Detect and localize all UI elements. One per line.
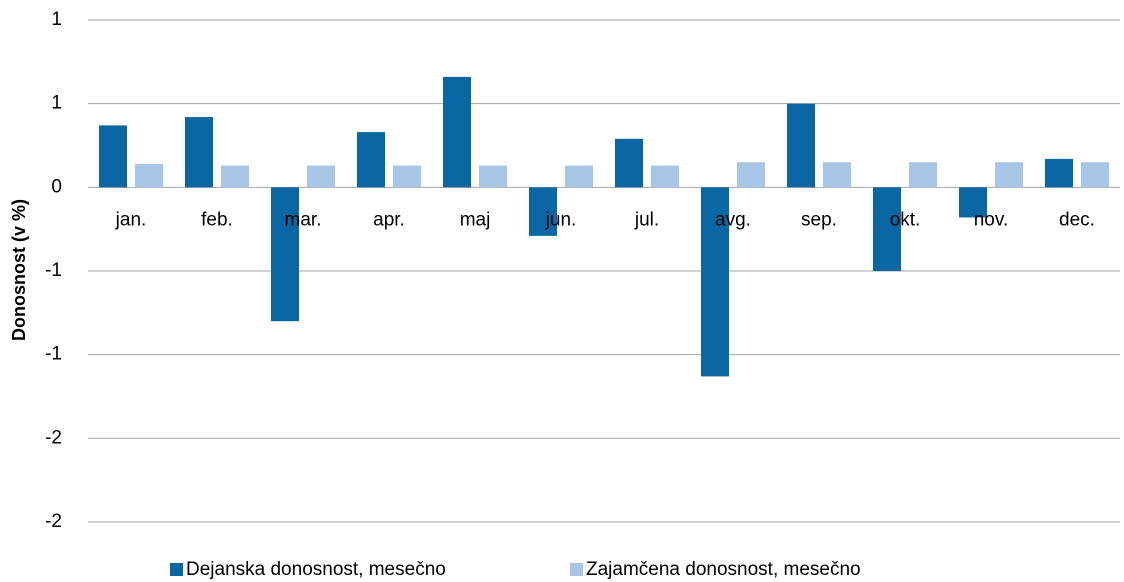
bar [221, 165, 249, 188]
y-axis-label: Donosnost (v %) [9, 199, 29, 341]
x-tick-label: jan. [115, 209, 147, 230]
y-tick-label: -2 [45, 511, 62, 532]
bar [787, 103, 815, 188]
bar [1081, 162, 1109, 188]
bar [185, 117, 213, 188]
x-tick-label: okt. [890, 209, 921, 230]
x-tick-label: nov. [974, 209, 1009, 230]
bar [529, 187, 557, 236]
legend-swatch [170, 563, 183, 576]
y-tick-label: -1 [45, 260, 62, 281]
x-tick-label: dec. [1059, 209, 1095, 230]
x-tick-label: maj [460, 209, 491, 230]
bar [823, 162, 851, 188]
bar [307, 165, 335, 188]
bar [135, 163, 163, 188]
x-tick-label: jun. [545, 209, 577, 230]
bar [615, 138, 643, 188]
legend-swatch [570, 563, 583, 576]
bar [873, 187, 901, 271]
bar [357, 132, 385, 188]
legend-label: Zajamčena donosnost, mesečno [586, 559, 861, 580]
bar [737, 162, 765, 188]
bar [99, 125, 127, 188]
bar [443, 76, 471, 188]
y-tick-label: -1 [45, 344, 62, 365]
x-tick-label: mar. [285, 209, 322, 230]
x-tick-label: jul. [634, 209, 659, 230]
bar [565, 165, 593, 188]
x-tick-label: feb. [201, 209, 233, 230]
y-tick-label: -2 [45, 427, 62, 448]
bar [271, 187, 299, 322]
legend-label: Dejanska donosnost, mesečno [186, 559, 446, 580]
x-tick-label: sep. [801, 209, 837, 230]
y-tick-label: 1 [51, 93, 62, 114]
bar [909, 162, 937, 188]
bar [651, 165, 679, 188]
bar [701, 187, 729, 377]
bar [479, 165, 507, 188]
y-tick-label: 1 [51, 9, 62, 30]
bar [995, 162, 1023, 188]
bar [959, 187, 987, 218]
bar [1045, 158, 1073, 188]
y-tick-label: 0 [51, 176, 62, 197]
bar [393, 165, 421, 188]
x-tick-label: apr. [373, 209, 405, 230]
x-tick-label: avg. [715, 209, 751, 230]
